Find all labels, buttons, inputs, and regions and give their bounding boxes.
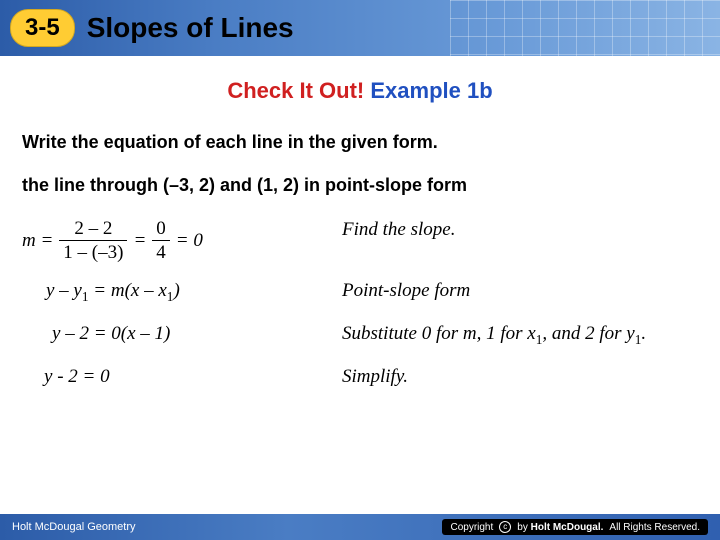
frac2-numerator: 0 <box>152 219 170 241</box>
slide-title: Slopes of Lines <box>87 12 294 44</box>
copyright-label: Copyright <box>450 522 493 533</box>
step-2-note: Substitute 0 for m, 1 for x1, and 2 for … <box>342 323 698 348</box>
frac1-numerator: 2 – 2 <box>59 219 127 241</box>
section-number-badge: 3-5 <box>10 9 75 47</box>
slope-calculation: m = 2 – 2 1 – (–3) = 0 4 = 0 <box>22 219 322 262</box>
footer-brand: by Holt McDougal. <box>517 522 603 533</box>
subtitle-check-it-out: Check It Out! <box>227 78 364 103</box>
step-3-note: Simplify. <box>342 366 698 388</box>
sub-prompt: the line through (–3, 2) and (1, 2) in p… <box>22 173 698 197</box>
subtitle: Check It Out! Example 1b <box>0 78 720 104</box>
work-steps-grid: m = 2 – 2 1 – (–3) = 0 4 = 0 Find the sl… <box>22 219 698 388</box>
step-1-note: Point-slope form <box>342 280 698 305</box>
frac1-denominator: 1 – (–3) <box>59 241 127 262</box>
step-1-math: y – y1 = m(x – x1) <box>22 280 322 305</box>
slope-fraction-2: 0 4 <box>152 219 170 262</box>
slide-footer: Holt McDougal Geometry Copyright c by Ho… <box>0 514 720 540</box>
main-prompt: Write the equation of each line in the g… <box>22 132 698 153</box>
eq-sign-1: = <box>133 230 146 252</box>
slope-note: Find the slope. <box>342 219 698 262</box>
footer-left-text: Holt McDougal Geometry <box>12 521 136 533</box>
copyright-icon: c <box>499 521 511 533</box>
slide-header: 3-5 Slopes of Lines <box>0 0 720 56</box>
step-3-math: y - 2 = 0 <box>22 366 322 388</box>
subtitle-example-number: Example 1b <box>370 78 492 103</box>
footer-rights: All Rights Reserved. <box>609 522 700 533</box>
frac2-denominator: 4 <box>152 241 170 262</box>
slope-result: = 0 <box>176 230 203 252</box>
header-grid-decoration <box>450 0 720 56</box>
step-2-math: y – 2 = 0(x – 1) <box>22 323 322 348</box>
slope-lhs: m = <box>22 230 53 252</box>
footer-copyright: Copyright c by Holt McDougal. All Rights… <box>442 519 708 535</box>
slope-fraction-1: 2 – 2 1 – (–3) <box>59 219 127 262</box>
content-area: Write the equation of each line in the g… <box>0 132 720 388</box>
